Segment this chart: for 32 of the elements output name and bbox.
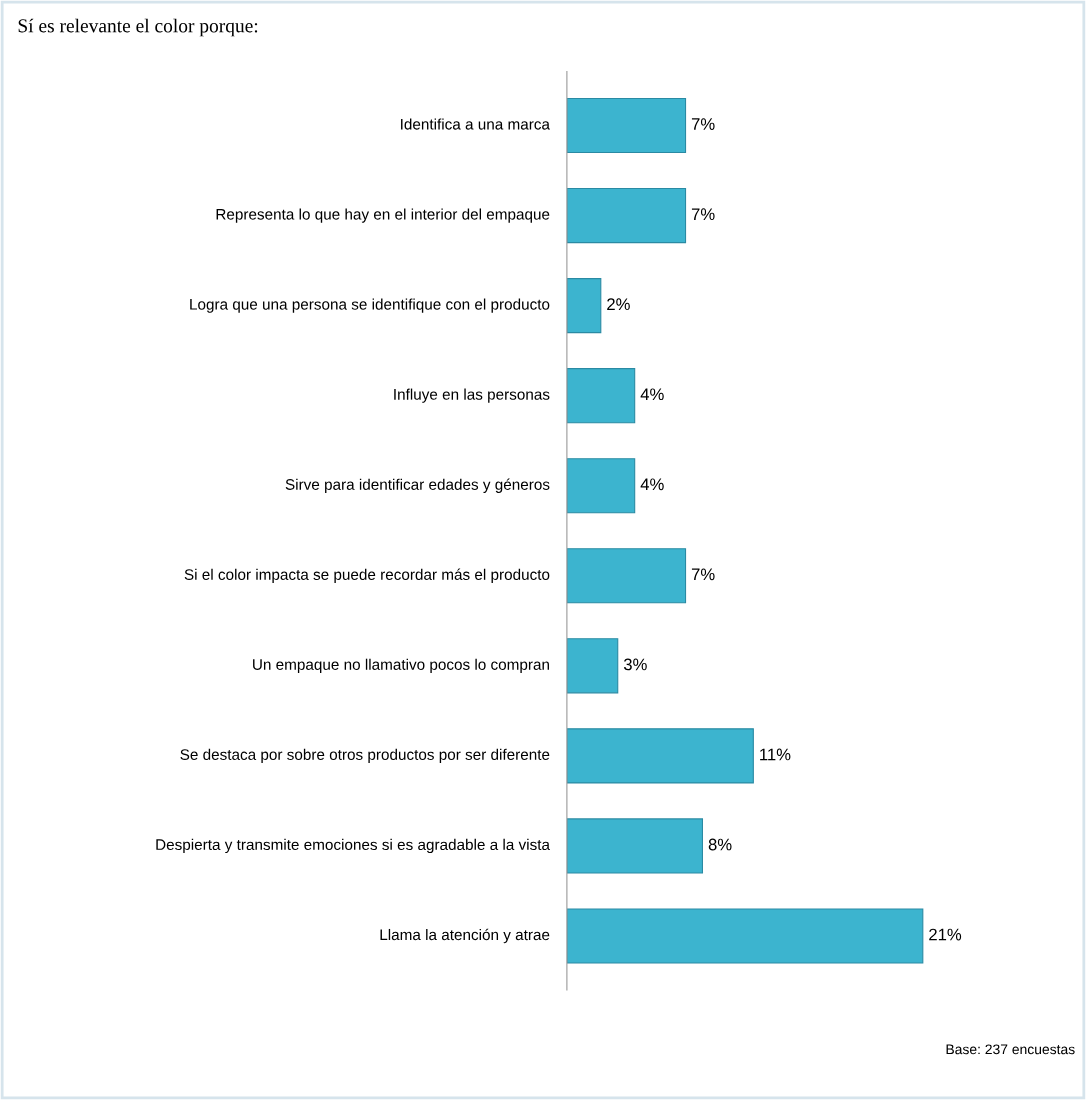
y-tick-label: Influye en las personas [394, 388, 550, 403]
bar [566, 188, 687, 244]
text: Sí es relevante el color porque: [18, 18, 258, 37]
data-label: 4% [640, 478, 664, 491]
y-tick-label: Identifica a una marca [401, 118, 550, 130]
bar [566, 278, 602, 334]
bar [566, 818, 704, 874]
y-tick-label: Representa lo que hay en el interior del empaque [216, 208, 550, 223]
text: Base: 237 encuestas [946, 1044, 1075, 1055]
bar [566, 97, 687, 154]
bar [566, 548, 687, 604]
data-label: 7% [691, 568, 715, 581]
y-tick-label: Sirve para identificar edades y géneros [285, 478, 550, 493]
bar [566, 638, 619, 694]
data-label: 21% [929, 928, 962, 941]
bar [566, 908, 924, 964]
data-label: 2% [607, 298, 630, 311]
y-tick-label: Si el color impacta se puede recordar más el producto [184, 568, 550, 583]
y-tick-label: Logra que una persona se identifique con el producto [190, 298, 550, 313]
data-label: 7% [691, 118, 715, 130]
data-label: 8% [708, 838, 732, 851]
y-tick-label: Despierta y transmite emociones si es agradable a la vista [156, 838, 550, 854]
data-label: 4% [640, 388, 664, 401]
y-tick-label: Se destaca por sobre otros productos por ser diferente [180, 748, 550, 763]
y-tick-label: Un empaque no llamativo pocos lo compran [253, 658, 549, 673]
data-label: 3% [623, 658, 647, 671]
bar [566, 368, 636, 424]
bar [566, 728, 754, 784]
y-tick-label: Llama la atención y atrae [380, 928, 550, 944]
data-label: 7% [691, 208, 715, 220]
bar [566, 458, 636, 514]
data-label: 11% [760, 748, 791, 761]
